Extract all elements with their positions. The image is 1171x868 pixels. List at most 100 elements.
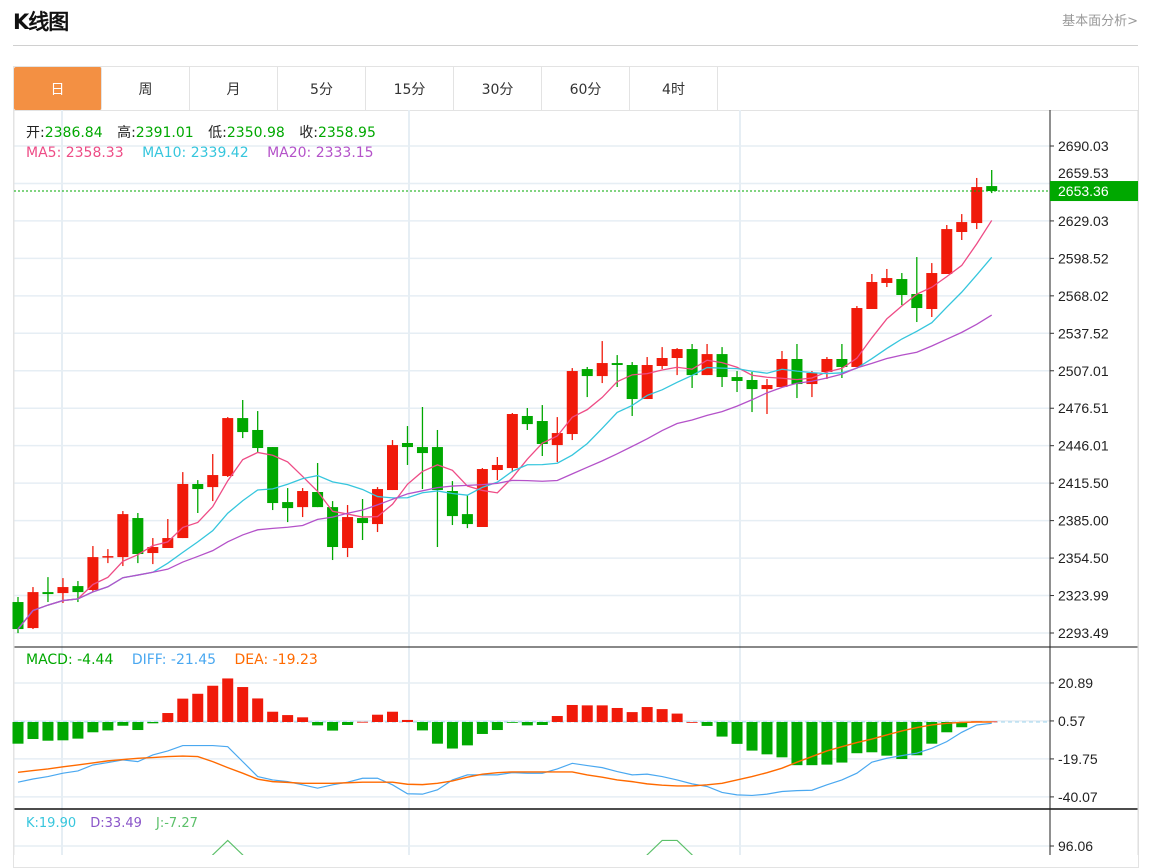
macd-bar: [446, 722, 458, 749]
ma5-line: [17, 220, 993, 630]
candle-body: [297, 491, 309, 508]
tab-day[interactable]: 日: [14, 67, 102, 110]
candle-body: [357, 518, 369, 524]
tab-4hour[interactable]: 4时: [630, 67, 718, 110]
candle-body: [521, 415, 533, 425]
dea-value: DEA: -19.23: [234, 652, 318, 668]
macd-bar: [87, 722, 99, 733]
candle: [986, 169, 998, 194]
candle: [536, 405, 548, 457]
low-value: 2350.98: [226, 125, 285, 141]
macd-bar: [476, 722, 488, 734]
candle: [506, 413, 518, 473]
macd-bar: [686, 722, 698, 723]
macd-bar: [297, 717, 309, 722]
price-tick-label: 2568.02: [1058, 288, 1109, 304]
candle-body: [372, 489, 384, 525]
candle-body: [611, 363, 623, 366]
macd-bar: [926, 722, 938, 744]
tab-60min[interactable]: 60分: [542, 67, 630, 110]
macd-bar: [57, 722, 69, 741]
macd-bar: [596, 705, 608, 722]
candle-body: [476, 469, 488, 528]
high-value: 2391.01: [135, 125, 194, 141]
candle: [57, 578, 69, 604]
price-tick-label: 2507.01: [1058, 363, 1109, 379]
macd-bar: [911, 722, 923, 756]
macd-bar: [821, 722, 833, 765]
ohlc-readout: 开:2386.84 高:2391.01 低:2350.98 收:2358.95: [26, 122, 376, 142]
macd-tick-label: -19.75: [1058, 751, 1098, 767]
candle: [102, 549, 114, 564]
candle: [282, 488, 294, 523]
candle-body: [207, 475, 219, 488]
macd-bar: [896, 722, 908, 760]
candle-body: [581, 369, 593, 377]
candle: [626, 362, 638, 416]
price-tick-label: 2659.53: [1058, 165, 1109, 181]
kdj-tick-label: 96.06: [1058, 838, 1093, 854]
candle-body: [327, 507, 339, 548]
candle-body: [956, 222, 968, 233]
macd-bar: [312, 722, 324, 726]
candle: [192, 480, 204, 514]
macd-bar: [387, 711, 398, 722]
price-tick-label: 2476.51: [1058, 400, 1109, 416]
candle-body: [446, 491, 458, 517]
tab-5min[interactable]: 5分: [278, 67, 366, 110]
tab-week[interactable]: 周: [102, 67, 190, 110]
candle-body: [491, 464, 503, 471]
macd-bar: [372, 714, 384, 722]
candle: [132, 513, 144, 564]
candle: [761, 379, 773, 415]
tab-15min[interactable]: 15分: [366, 67, 454, 110]
candle-body: [222, 418, 234, 477]
candle-body: [641, 365, 653, 400]
candle-body: [911, 294, 923, 309]
macd-bar: [851, 722, 863, 754]
candle-body: [192, 484, 204, 490]
macd-tick-label: 0.57: [1058, 713, 1085, 729]
candle-body: [986, 186, 998, 192]
candle-body: [866, 281, 878, 310]
candle-body: [821, 358, 833, 373]
candle: [911, 257, 923, 323]
candle-body: [746, 379, 758, 390]
candle-body: [626, 365, 638, 400]
tab-month[interactable]: 月: [190, 67, 278, 110]
candle: [357, 498, 369, 541]
price-tick-label: 2446.01: [1058, 438, 1109, 454]
candle: [431, 429, 443, 548]
candle: [42, 577, 54, 603]
macd-bar: [192, 693, 204, 722]
candle: [956, 214, 968, 240]
ma10-value: MA10: 2339.42: [142, 145, 249, 161]
candle: [866, 274, 878, 310]
diff-value: DIFF: -21.45: [131, 652, 217, 668]
candle-body: [971, 187, 983, 224]
period-tabs: 日 周 月 5分 15分 30分 60分 4时: [14, 67, 1138, 111]
candle-body: [12, 602, 24, 630]
fundamental-analysis-link[interactable]: 基本面分析>: [1062, 14, 1138, 29]
candle: [222, 417, 234, 478]
macd-bar: [207, 685, 219, 722]
price-tick-label: 2354.50: [1058, 550, 1109, 566]
macd-bar: [357, 721, 369, 723]
candle: [12, 597, 24, 634]
candle: [327, 501, 339, 561]
tab-30min[interactable]: 30分: [454, 67, 542, 110]
macd-bar: [102, 722, 114, 731]
candle: [716, 347, 728, 387]
candle: [207, 454, 219, 502]
candle: [372, 487, 384, 533]
candle-body: [312, 491, 324, 508]
macd-bar: [282, 715, 294, 722]
candle-body: [401, 442, 413, 448]
d-value: D:33.49: [90, 816, 142, 831]
price-tick-label: 2629.03: [1058, 213, 1109, 229]
candle-body: [342, 517, 354, 549]
candle-body: [162, 538, 174, 549]
macd-bar: [342, 722, 354, 725]
candle: [596, 341, 608, 384]
